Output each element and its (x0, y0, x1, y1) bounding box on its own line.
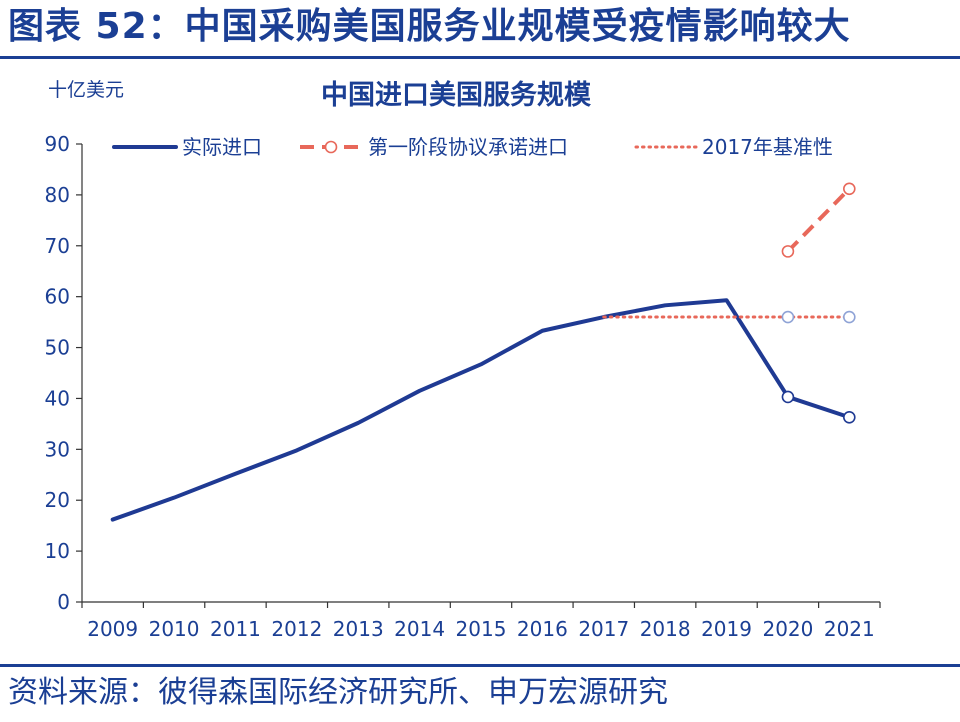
legend: 实际进口 第一阶段协议承诺进口 2017年基准性 (112, 135, 833, 159)
y-axis: 0 10 20 30 40 50 60 70 80 90 (45, 132, 83, 614)
x-tick-label: 2017 (578, 617, 629, 641)
x-tick-label: 2020 (762, 617, 813, 641)
source-note: 资料来源：彼得森国际经济研究所、申万宏源研究 (8, 675, 668, 710)
source-rule (0, 664, 960, 667)
y-tick-label: 40 (45, 386, 70, 410)
y-tick-label: 30 (45, 437, 70, 461)
y-tick-label: 70 (45, 234, 70, 258)
figure-title: 图表 52：中国采购美国服务业规模受疫情影响较大 (8, 6, 851, 47)
legend-marker (324, 140, 338, 154)
data-point-marker (781, 245, 795, 258)
x-tick-label: 2015 (456, 617, 507, 641)
x-tick-label: 2016 (517, 617, 568, 641)
data-point-marker (781, 390, 795, 404)
y-tick-label: 50 (45, 336, 70, 360)
x-tick-label: 2011 (210, 617, 261, 641)
x-tick-label: 2014 (394, 617, 445, 641)
x-tick-label: 2013 (333, 617, 384, 641)
y-tick-label: 20 (45, 488, 70, 512)
y-tick-label: 60 (45, 285, 70, 309)
y-tick-label: 90 (45, 132, 70, 156)
commitment-import-line (786, 187, 851, 253)
data-point-marker (781, 310, 795, 324)
data-point-marker (843, 182, 856, 196)
actual-import-line (110, 298, 852, 522)
x-axis: 2009 2010 2011 2012 2013 2014 2015 2016 2017 2018… (81, 601, 881, 641)
data-point-marker (843, 410, 856, 424)
line-chart: 十亿美元 中国进口美国服务规模 实际进口 第一阶段协议承诺进口 2017年基准性 0… (45, 79, 881, 641)
chart-title: 中国进口美国服务规模 (321, 79, 591, 111)
y-tick-label: 10 (45, 539, 70, 563)
x-tick-label: 2018 (640, 617, 691, 641)
unit-label: 十亿美元 (48, 79, 124, 101)
legend-item-baseline-label: 2017年基准性 (702, 135, 833, 159)
x-tick-label: 2019 (701, 617, 752, 641)
x-tick-label: 2012 (271, 617, 322, 641)
x-tick-label: 2010 (149, 617, 200, 641)
y-tick-label: 80 (45, 183, 70, 207)
data-point-marker (843, 310, 856, 324)
x-tick-label: 2009 (87, 617, 138, 641)
title-rule (0, 56, 960, 59)
y-tick-label: 0 (57, 590, 70, 614)
plot-area (110, 182, 856, 522)
legend-item-actual-label: 实际进口 (182, 135, 262, 159)
legend-item-commitment-label: 第一阶段协议承诺进口 (368, 135, 568, 159)
x-tick-label: 2021 (824, 617, 875, 641)
